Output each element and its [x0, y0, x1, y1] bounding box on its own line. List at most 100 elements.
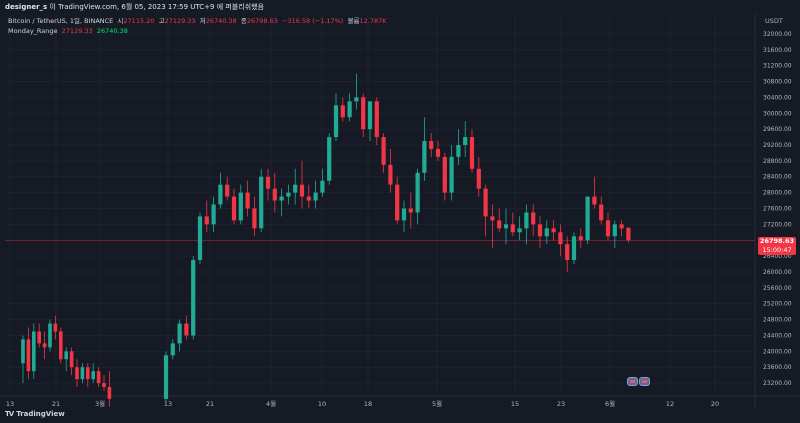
bar-countdown: 15:00:47	[762, 246, 792, 254]
current-price-tag: 26798.63 15:00:47	[758, 237, 796, 255]
candlestick-chart[interactable]: 32000.00 31600.00 31200.00 30800.00 30400.00…	[0, 14, 800, 409]
candle-body	[408, 208, 413, 213]
candle-body	[279, 196, 284, 201]
candle-body	[231, 196, 237, 221]
candle-body	[204, 216, 209, 225]
candle-body	[340, 105, 345, 118]
price-tick-label: 28400.00	[763, 174, 792, 181]
candle-body	[327, 137, 332, 181]
candle-body	[245, 192, 250, 209]
candle-body	[293, 184, 298, 193]
candle-body	[429, 141, 434, 149]
candle-body	[96, 371, 101, 384]
price-tick-label: 32000.00	[763, 31, 792, 38]
price-tick-label: 26000.00	[763, 269, 792, 276]
price-tick-label: 26400.00	[763, 253, 792, 260]
candle-body	[510, 224, 515, 233]
candle-body	[605, 220, 611, 237]
candle-body	[26, 339, 31, 372]
candle-body	[313, 192, 318, 201]
candle-body	[544, 228, 549, 237]
candle-body	[415, 172, 420, 213]
time-tick-label: 10	[318, 400, 326, 408]
time-tick-label: 21	[206, 400, 214, 408]
candle-body	[551, 228, 556, 233]
time-tick-label: 20	[711, 400, 719, 408]
candle-body	[531, 212, 536, 225]
candle-body	[80, 367, 85, 380]
price-tick-label: 31600.00	[763, 47, 792, 54]
candle-body	[86, 367, 90, 380]
time-tick-label: 4월	[266, 399, 276, 408]
candle-body	[91, 371, 95, 380]
price-tick-label: 23200.00	[763, 380, 792, 387]
candle-body	[286, 192, 291, 197]
candle-body	[21, 339, 25, 364]
tradingview-logo[interactable]: TV TradingView	[5, 410, 65, 418]
chart-legend: Bitcoin / TetherUS, 1일, BINANCE 시27115.2…	[8, 16, 387, 36]
candle-body	[299, 184, 305, 197]
indicator-high: 27129.33	[61, 27, 93, 35]
price-tick-label: 29600.00	[763, 126, 792, 133]
publish-header: designer_s 이 TradingView.com, 6월 05, 202…	[0, 0, 800, 14]
price-tick-label: 30400.00	[763, 94, 792, 101]
candle-body	[347, 101, 352, 118]
candle-body	[537, 224, 543, 237]
event-flag-icon[interactable]	[639, 377, 650, 386]
candle-body	[503, 224, 509, 229]
candle-body	[381, 137, 386, 165]
candle-body	[449, 156, 454, 193]
candle-body	[401, 208, 407, 221]
price-tick-label: 24000.00	[763, 348, 792, 355]
candle-body	[42, 343, 47, 348]
symbol-name[interactable]: Bitcoin / TetherUS, 1일, BINANCE	[8, 17, 114, 25]
time-tick-label: 6월	[605, 399, 615, 408]
time-tick-label: 21	[52, 400, 60, 408]
high-label: 고	[158, 17, 165, 25]
candle-body	[238, 192, 243, 221]
price-tick-label: 24800.00	[763, 317, 792, 324]
tradingview-logo-icon: TV	[5, 410, 14, 418]
time-tick-label: 18	[364, 400, 372, 408]
candle-body	[170, 343, 175, 356]
candle-body	[265, 176, 271, 189]
candle-body	[374, 101, 379, 138]
candle-body	[483, 188, 488, 217]
candle-body	[225, 184, 230, 197]
indicator-legend-row: Monday_Range 27129.33 26740.38	[8, 26, 387, 36]
candle-body	[585, 196, 590, 241]
candle-body	[367, 101, 373, 130]
candle-body	[619, 224, 624, 229]
candle-body	[211, 204, 216, 225]
open-label: 시	[117, 17, 124, 25]
close-value: 26798.63	[246, 17, 278, 25]
event-flag-icon[interactable]	[627, 377, 638, 386]
volume-value: 12.787K	[359, 17, 387, 25]
currency-label[interactable]: USDT	[765, 17, 783, 25]
candle-body	[442, 156, 447, 193]
time-tick-label: 13	[164, 400, 172, 408]
candle-body	[395, 184, 400, 221]
candle-body	[354, 97, 359, 102]
candle-body	[463, 137, 468, 145]
time-tick-label: 15	[511, 400, 519, 408]
high-value: 27129.33	[164, 17, 196, 25]
indicator-name[interactable]: Monday_Range	[8, 27, 58, 35]
candle-body	[422, 141, 427, 173]
price-tick-label: 23600.00	[763, 364, 792, 371]
time-tick-label: 12	[666, 400, 674, 408]
low-value: 26740.38	[205, 17, 237, 25]
time-tick-label: 23	[557, 400, 565, 408]
price-tick-label: 28000.00	[763, 190, 792, 197]
open-value: 27115.20	[123, 17, 155, 25]
price-tick-label: 25200.00	[763, 301, 792, 308]
author-name[interactable]: designer_s	[5, 3, 48, 11]
price-tick-label: 30800.00	[763, 79, 792, 86]
candle-body	[306, 196, 311, 201]
candle-body	[107, 387, 112, 399]
candle-body	[333, 105, 339, 138]
candle-body	[37, 331, 41, 344]
candle-body	[252, 208, 257, 229]
candle-body	[612, 224, 617, 237]
price-tick-label: 30000.00	[763, 110, 792, 117]
